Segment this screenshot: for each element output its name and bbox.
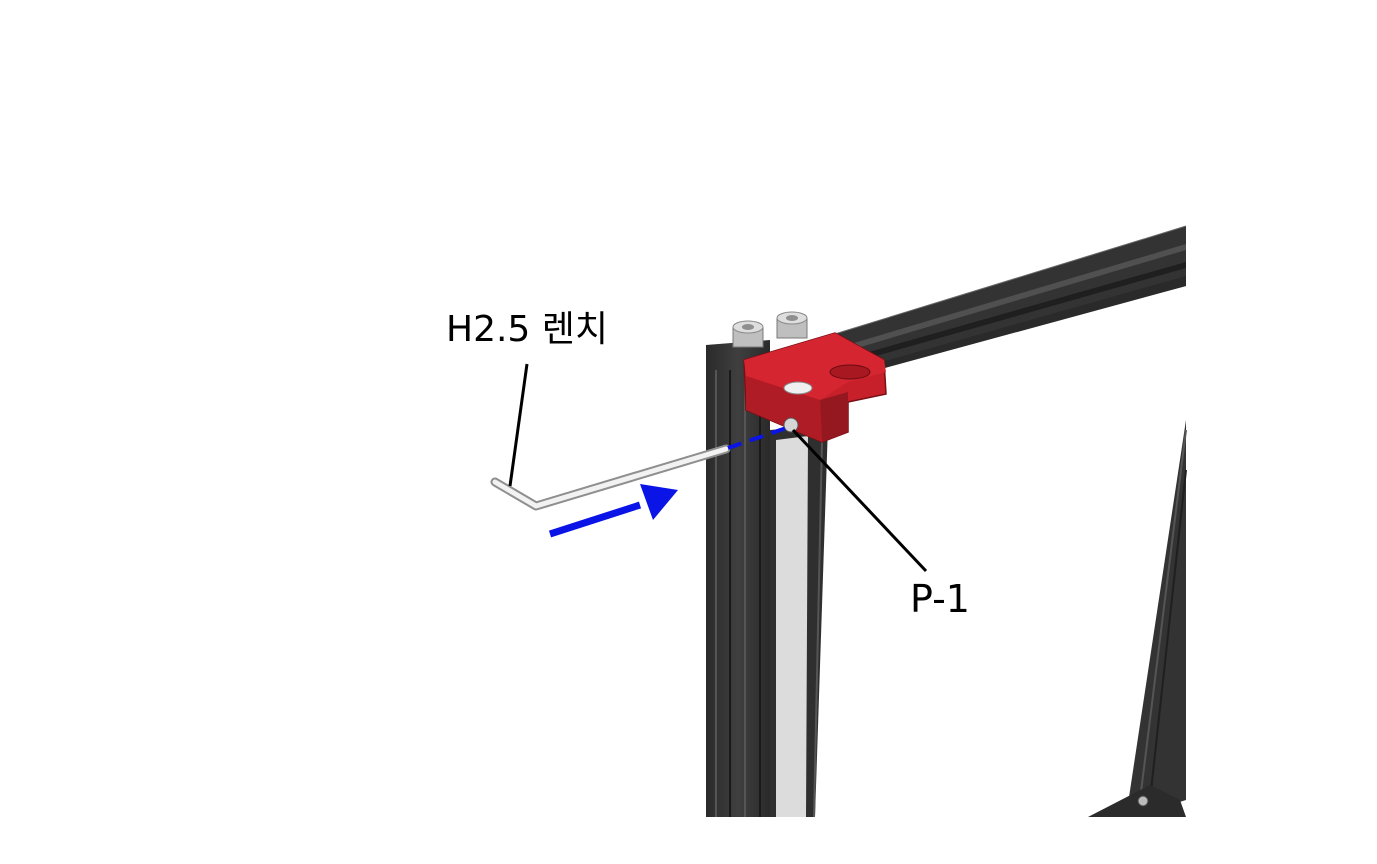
- grub-screw-icon: [783, 417, 799, 433]
- red-corner-bracket: [743, 332, 887, 443]
- part-leader-line: [791, 428, 928, 573]
- top-screws: [732, 311, 808, 348]
- right-diagonal-extrusion: [1088, 420, 1187, 817]
- part-callout-label: P-1: [910, 577, 970, 621]
- allen-wrench: [490, 444, 731, 511]
- screw-icon: [732, 320, 764, 348]
- post-inner-face: [776, 436, 808, 817]
- wrench-leader-line: [508, 363, 529, 487]
- lower-bracket: [1088, 785, 1186, 817]
- insertion-path: [727, 424, 793, 450]
- screw-icon: [776, 311, 808, 339]
- vertical-extrusion-post: [706, 340, 828, 818]
- motion-arrow-icon: [548, 484, 678, 538]
- lower-screw-icon: [1137, 795, 1149, 807]
- wrench-callout-label: H2.5 렌치: [446, 309, 609, 350]
